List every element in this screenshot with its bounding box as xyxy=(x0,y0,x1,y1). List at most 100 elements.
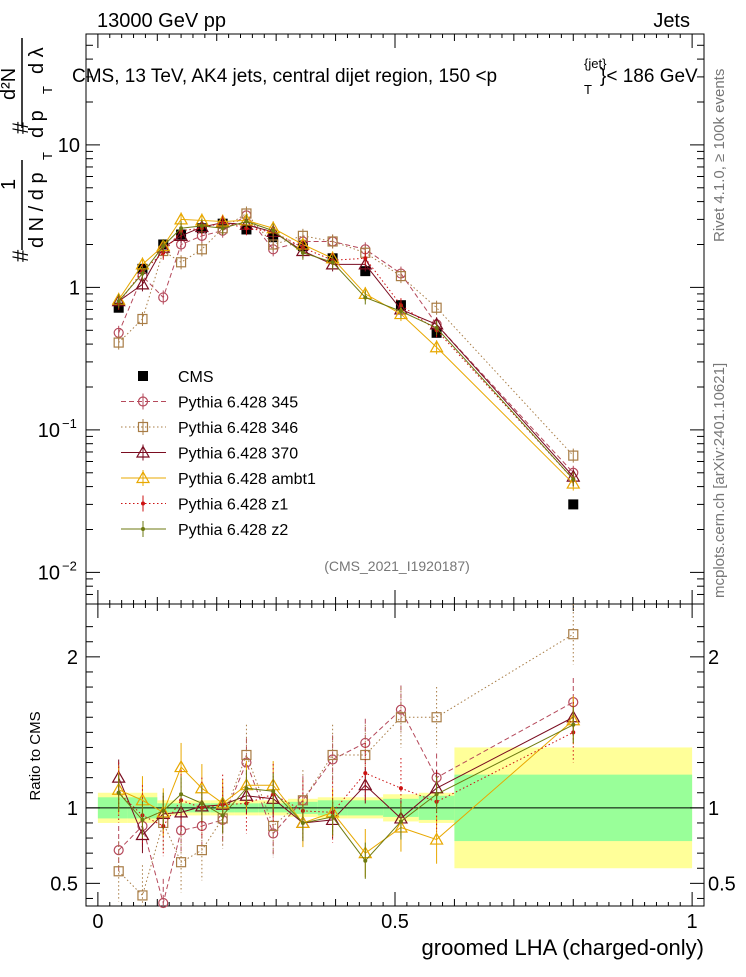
main-point-z2-4 xyxy=(199,223,204,228)
main-point-p346-12 xyxy=(431,302,442,313)
x-tick-label-2: 1 xyxy=(687,911,698,933)
ratio-point-p370-10 xyxy=(358,777,373,791)
legend-marker-z1 xyxy=(141,501,145,506)
ratio-series-layer xyxy=(111,604,581,909)
ratio-point-z2-10 xyxy=(363,858,368,863)
legend-label-p346: Pythia 6.428 346 xyxy=(178,420,298,437)
main-ytick-label-2: 10 xyxy=(38,420,60,442)
main-point-ambt1-13 xyxy=(566,476,581,489)
ratio-point-z2-7 xyxy=(271,789,276,794)
legend-entry-p370: Pythia 6.428 370 xyxy=(121,444,298,463)
ylabel-d2n: d²N xyxy=(0,68,20,100)
ylabel-one: 1 xyxy=(0,179,20,190)
ratio-point-p345-11 xyxy=(395,704,407,715)
legend-marker-z2 xyxy=(141,527,145,531)
main-line-z2 xyxy=(118,220,574,480)
ratio-ylabel: Ratio to CMS xyxy=(27,711,44,800)
ylabel-hash-1: # xyxy=(8,249,33,262)
main-series-cms xyxy=(113,218,579,510)
ratio-point-z2-5 xyxy=(220,813,225,818)
legend-entry-cms: CMS xyxy=(138,369,214,386)
x-tick-label-0: 0 xyxy=(92,911,103,933)
main-ytick-label-1: 1 xyxy=(69,277,80,299)
chart-title-sup: {jet} xyxy=(584,56,607,71)
main-series-p345 xyxy=(113,208,579,480)
ratio-point-z2-9 xyxy=(330,814,335,819)
ratio-point-p370-1 xyxy=(135,827,150,841)
ratio-line-p345 xyxy=(118,701,574,904)
main-point-z2-12 xyxy=(434,325,439,330)
ratio-point-z2-13 xyxy=(571,722,576,727)
main-point-p346-0 xyxy=(113,337,124,348)
ratio-point-z2-6 xyxy=(244,786,249,791)
main-line-ambt1 xyxy=(118,218,574,484)
chart-title-tail: }< 186 GeV xyxy=(600,66,698,87)
ratio-point-p346-6 xyxy=(241,749,252,761)
ylabel-dpt-sub: T xyxy=(40,86,55,94)
legend-label-p370: Pythia 6.428 370 xyxy=(178,446,298,463)
main-point-p345-2 xyxy=(158,292,169,303)
ylabel-dnd: d N / d p xyxy=(26,172,48,248)
main-point-z2-7 xyxy=(271,228,276,233)
analysis-tag: (CMS_2021_I1920187) xyxy=(324,558,470,574)
ratio-point-p346-13 xyxy=(568,629,579,640)
main-ytick-exp-2: −1 xyxy=(62,416,77,431)
ratio-point-p346-12 xyxy=(431,712,442,723)
main-point-z2-0 xyxy=(116,299,121,304)
ratio-point-p370-3 xyxy=(174,805,189,818)
ratio-point-z2-12 xyxy=(434,792,439,797)
legend-label-ambt1: Pythia 6.428 ambt1 xyxy=(178,471,316,488)
main-point-z2-1 xyxy=(140,271,145,276)
legend-entry-p346: Pythia 6.428 346 xyxy=(121,419,298,437)
main-ytick-exp-3: −2 xyxy=(62,558,77,573)
ratio-point-p346-0 xyxy=(113,866,124,877)
main-point-z1-10 xyxy=(363,256,368,261)
legend-marker-ambt1 xyxy=(135,470,151,484)
ratio-ytick-label-right-0: 2 xyxy=(708,647,719,669)
main-line-p345 xyxy=(118,214,574,474)
main-point-z2-3 xyxy=(179,226,184,231)
legend-entry-ambt1: Pythia 6.428 ambt1 xyxy=(121,470,316,488)
ratio-point-p346-9 xyxy=(327,749,338,761)
ratio-point-z2-1 xyxy=(140,817,145,822)
ylabel-dlambda: d λ xyxy=(26,47,48,74)
main-point-z2-13 xyxy=(571,477,576,482)
ylabel-hash-2: # xyxy=(8,121,33,134)
main-series-p370 xyxy=(111,215,581,484)
legend-marker-p345 xyxy=(137,396,149,407)
legend-label-z1: Pythia 6.428 z1 xyxy=(178,497,288,514)
legend-marker-p346 xyxy=(137,421,149,433)
ratio-line-z1 xyxy=(118,731,574,827)
legend: CMS Pythia 6.428 345 Pythia 6.428 346 Pythi… xyxy=(121,369,316,539)
main-point-p370-10 xyxy=(358,257,373,270)
header-right: Jets xyxy=(653,10,690,32)
ratio-point-z1-11 xyxy=(398,786,403,791)
ratio-point-z2-11 xyxy=(398,819,403,824)
main-ytick-label-3: 10 xyxy=(38,562,60,584)
legend-label-p345: Pythia 6.428 345 xyxy=(178,395,298,412)
ratio-ytick-label-right-1: 1 xyxy=(708,798,719,820)
main-ylabel: # 1 d N / d p T # d²N d p T d λ xyxy=(0,38,55,262)
main-point-p346-11 xyxy=(395,271,407,282)
rivet-label: Rivet 4.1.0, ≥ 100k events xyxy=(711,69,728,242)
main-point-z2-5 xyxy=(220,226,225,231)
main-series-layer xyxy=(111,206,581,510)
legend-marker-p370 xyxy=(135,445,151,458)
legend-entry-z1: Pythia 6.428 z1 xyxy=(121,495,288,514)
main-point-ambt1-12 xyxy=(429,340,444,353)
ratio-line-z2 xyxy=(118,724,574,862)
main-point-p346-1 xyxy=(137,313,148,325)
main-series-z2 xyxy=(116,214,576,487)
main-line-z1 xyxy=(118,222,574,480)
main-point-z2-2 xyxy=(161,244,166,249)
ylabel-dpt: d p xyxy=(26,110,48,138)
x-axis-label: groomed LHA (charged-only) xyxy=(422,935,704,960)
ratio-point-z2-0 xyxy=(116,790,121,795)
ratio-ytick-label-right-2: 0.5 xyxy=(708,873,736,895)
ratio-ytick-label-0: 2 xyxy=(67,647,78,669)
main-point-p346-9 xyxy=(327,236,338,247)
main-point-p346-7 xyxy=(268,239,279,250)
ratio-point-z1-10 xyxy=(363,771,368,776)
